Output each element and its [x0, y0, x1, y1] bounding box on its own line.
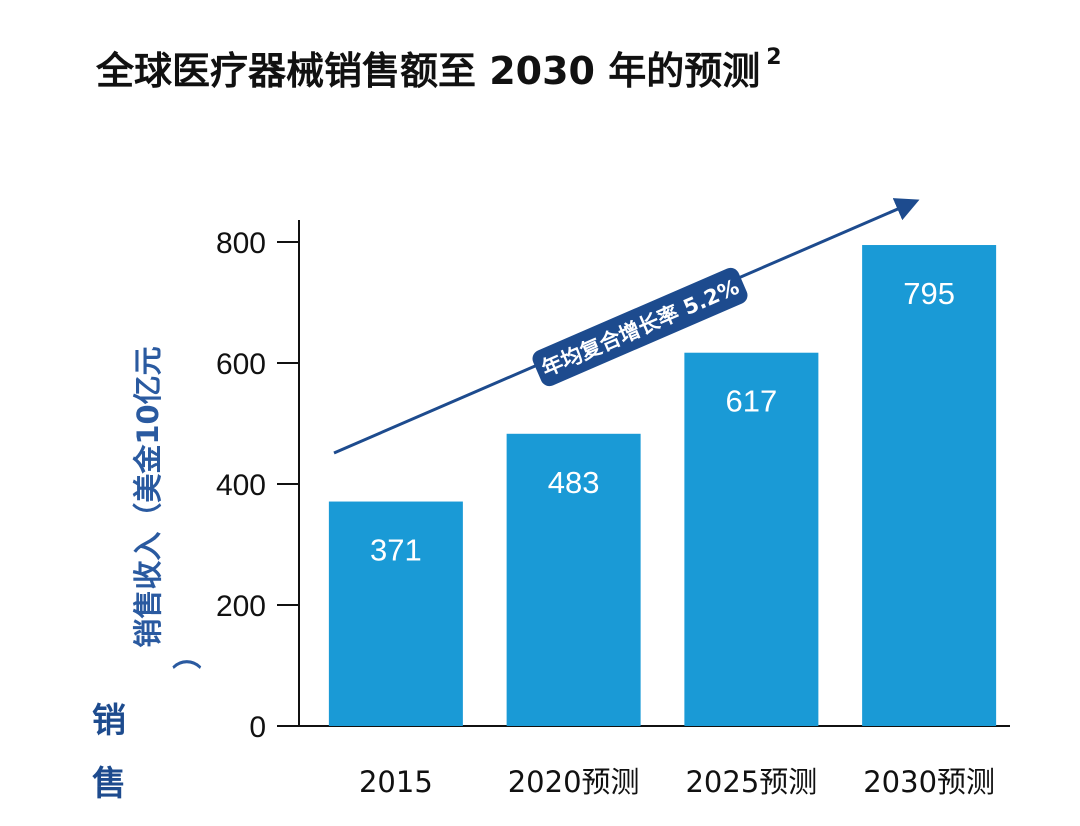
stray-fragments: 销售 [92, 701, 126, 804]
bar [684, 352, 819, 726]
x-category-label: 2025预测 [685, 765, 817, 799]
axes: 0 200 400 600 800 [216, 220, 1010, 744]
bar-value-label: 795 [903, 276, 955, 311]
chart-title: 全球医疗器械销售额至 2030 年的预测 2 [96, 40, 782, 95]
trend-annotation: 年均复合增长率 5.2% [333, 198, 920, 455]
x-category-label: 2030预测 [863, 765, 995, 799]
x-category-label: 2020预测 [508, 765, 640, 799]
bar [328, 501, 463, 726]
cagr-badge-box [532, 267, 748, 387]
x-category-label: 2015 [359, 765, 433, 799]
y-axis-title-line1: 销售收入（美金10亿元 [131, 346, 165, 647]
bar-value-label: 483 [548, 465, 600, 500]
y-tick-label: 800 [216, 227, 266, 260]
title-footnote: 2 [766, 45, 782, 71]
bars: 371 2015 483 2020预测 617 2025预测 795 2030预测 [328, 245, 997, 799]
y-tick-label: 0 [249, 711, 266, 744]
bar [506, 433, 641, 726]
y-tick-label: 600 [216, 348, 266, 381]
bar-value-label: 617 [726, 384, 778, 419]
y-tick-label: 400 [216, 469, 266, 502]
y-axis-title-line2: ） [171, 640, 205, 669]
stray-glyph: 销 [92, 701, 126, 741]
bar [862, 245, 997, 726]
y-tick-label: 200 [216, 590, 266, 623]
y-axis-label: 销售收入（美金10亿元） [131, 346, 205, 669]
bar-value-label: 371 [370, 533, 422, 568]
stray-glyph: 售 [92, 764, 126, 804]
chart-title-text: 全球医疗器械销售额至 2030 年的预测 [96, 49, 761, 93]
